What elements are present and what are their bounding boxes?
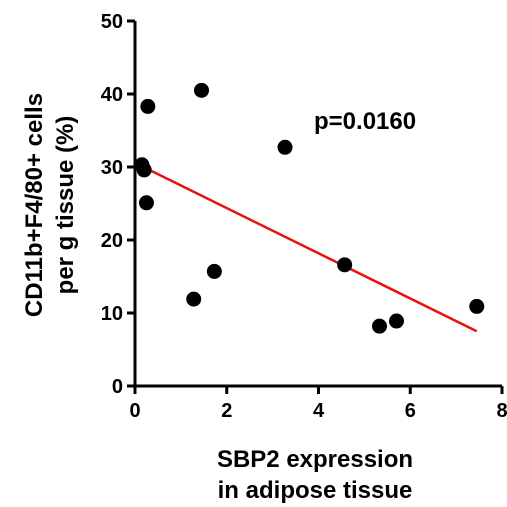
regression-line (141, 165, 478, 333)
x-tick-label: 4 (313, 400, 325, 422)
y-tick-label: 30 (101, 157, 123, 179)
regression-line-group (141, 165, 478, 333)
data-point (388, 313, 404, 329)
x-tick-label: 2 (221, 400, 232, 422)
y-tick-label: 20 (101, 230, 123, 252)
data-point (372, 318, 388, 334)
data-point (136, 162, 152, 178)
y-tick-label: 40 (101, 84, 123, 106)
data-point (138, 195, 154, 211)
x-tick-label: 6 (405, 400, 416, 422)
y-tick-label: 0 (112, 376, 123, 398)
x-axis-title-line1: SBP2 expression (217, 446, 413, 473)
data-point (337, 257, 353, 273)
data-point (186, 291, 202, 307)
chart-texts: p=0.0160 SBP2 expression in adipose tiss… (21, 93, 416, 504)
data-points (134, 82, 485, 334)
data-point (469, 298, 485, 314)
x-axis-title-line2: in adipose tissue (218, 477, 413, 504)
y-tick-label: 50 (101, 11, 123, 33)
y-axis-title-line1: CD11b+F4/80+ cells (21, 93, 48, 317)
ticks: 0 10 20 30 40 50 0 2 4 6 8 (101, 11, 507, 422)
p-value-annotation: p=0.0160 (314, 108, 416, 135)
y-tick-label: 10 (101, 303, 123, 325)
x-tick-label: 8 (496, 400, 507, 422)
axes (133, 21, 502, 388)
x-tick-label: 0 (129, 400, 140, 422)
data-point (277, 139, 293, 155)
data-point (194, 82, 210, 98)
data-point (140, 98, 156, 114)
y-axis-title-line2: per g tissue (%) (52, 116, 79, 295)
data-point (206, 263, 222, 279)
